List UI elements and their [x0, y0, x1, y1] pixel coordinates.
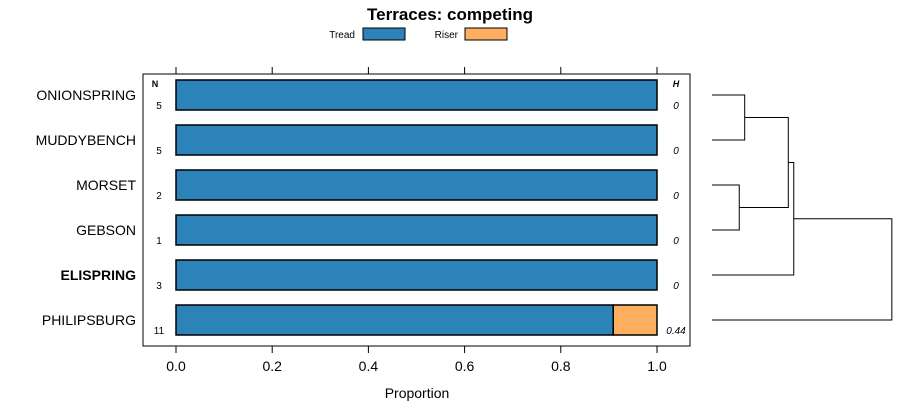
x-tick-label-5: 1.0 [647, 358, 667, 374]
legend: Tread Riser [329, 27, 508, 41]
h-value-morset: 0 [673, 191, 679, 202]
row-label-onionspring: ONIONSPRING [36, 87, 136, 103]
dendrogram-branch-4 [712, 218, 893, 321]
legend-swatch-riser [464, 27, 508, 41]
x-tick-label-0: 0.0 [166, 358, 186, 374]
x-axis-title: Proportion [385, 385, 450, 401]
h-value-onionspring: 0 [673, 101, 679, 112]
dendrogram-branch-3 [712, 162, 795, 276]
x-tick-label-4: 0.8 [551, 358, 571, 374]
bar-tread-elispring [175, 259, 658, 291]
x-tick-label-2: 0.4 [359, 358, 379, 374]
row-label-elispring: ELISPRING [61, 267, 137, 283]
bar-rows: ONIONSPRING 5 0 MUDDYBENCH 5 0 MORSET 2 0 GEBSON 1… [36, 79, 686, 337]
n-value-onionspring: 5 [156, 101, 162, 112]
dendrogram-branch-0 [712, 94, 746, 141]
n-value-muddybench: 5 [156, 146, 162, 157]
bar-tread-gebson [175, 214, 658, 246]
legend-swatch-tread [362, 27, 406, 41]
chart-title: Terraces: competing [367, 5, 533, 24]
h-column-header: H [673, 79, 680, 89]
dendrogram-branch-1 [712, 184, 740, 231]
n-column-header: N [152, 79, 159, 89]
plot-frame [142, 73, 691, 347]
bar-tread-onionspring [175, 79, 658, 111]
x-tick-label-3: 0.6 [455, 358, 475, 374]
n-value-gebson: 1 [156, 236, 162, 247]
bar-tread-morset [175, 169, 658, 201]
n-value-elispring: 3 [156, 281, 162, 292]
row-label-muddybench: MUDDYBENCH [36, 132, 136, 148]
row-label-gebson: GEBSON [76, 222, 136, 238]
x-tick-label-1: 0.2 [262, 358, 282, 374]
bar-tread-muddybench [175, 124, 658, 156]
x-axis: 0.0 0.2 0.4 0.6 0.8 1.0 [166, 67, 667, 374]
row-label-morset: MORSET [76, 177, 136, 193]
n-value-morset: 2 [156, 191, 162, 202]
n-value-philipsburg: 11 [154, 326, 165, 337]
dendrogram-branch-2 [739, 117, 789, 208]
legend-label-riser: Riser [435, 30, 459, 41]
h-value-gebson: 0 [673, 236, 679, 247]
legend-label-tread: Tread [329, 30, 355, 41]
row-label-philipsburg: PHILIPSBURG [42, 312, 136, 328]
dendrogram [712, 94, 893, 321]
h-value-elispring: 0 [673, 281, 679, 292]
bar-riser-philipsburg [612, 304, 658, 336]
bar-tread-philipsburg [175, 304, 614, 336]
h-value-philipsburg: 0.44 [666, 326, 686, 337]
h-value-muddybench: 0 [673, 146, 679, 157]
